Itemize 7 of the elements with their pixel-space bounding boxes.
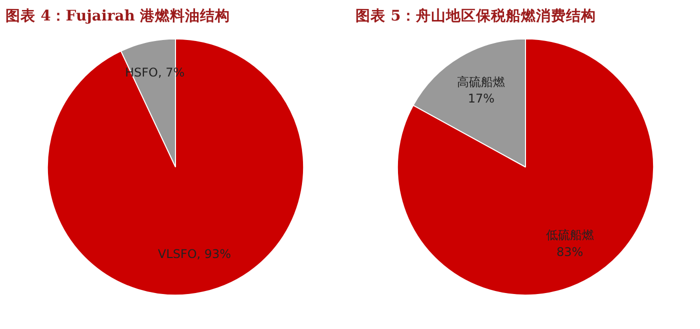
data-label: 17% <box>468 92 494 106</box>
chart-title: 图表 5：舟山地区保税船燃消费结构 <box>356 6 596 24</box>
slice-label: 高硫船燃 <box>457 74 506 89</box>
slice-label: VLSFO, 93% <box>158 246 232 261</box>
data-label: 83% <box>556 245 584 260</box>
chart-title: 图表 4：Fujairah 港燃料油结构 <box>6 8 230 24</box>
slice-label: 低硫船燃 <box>546 228 594 242</box>
